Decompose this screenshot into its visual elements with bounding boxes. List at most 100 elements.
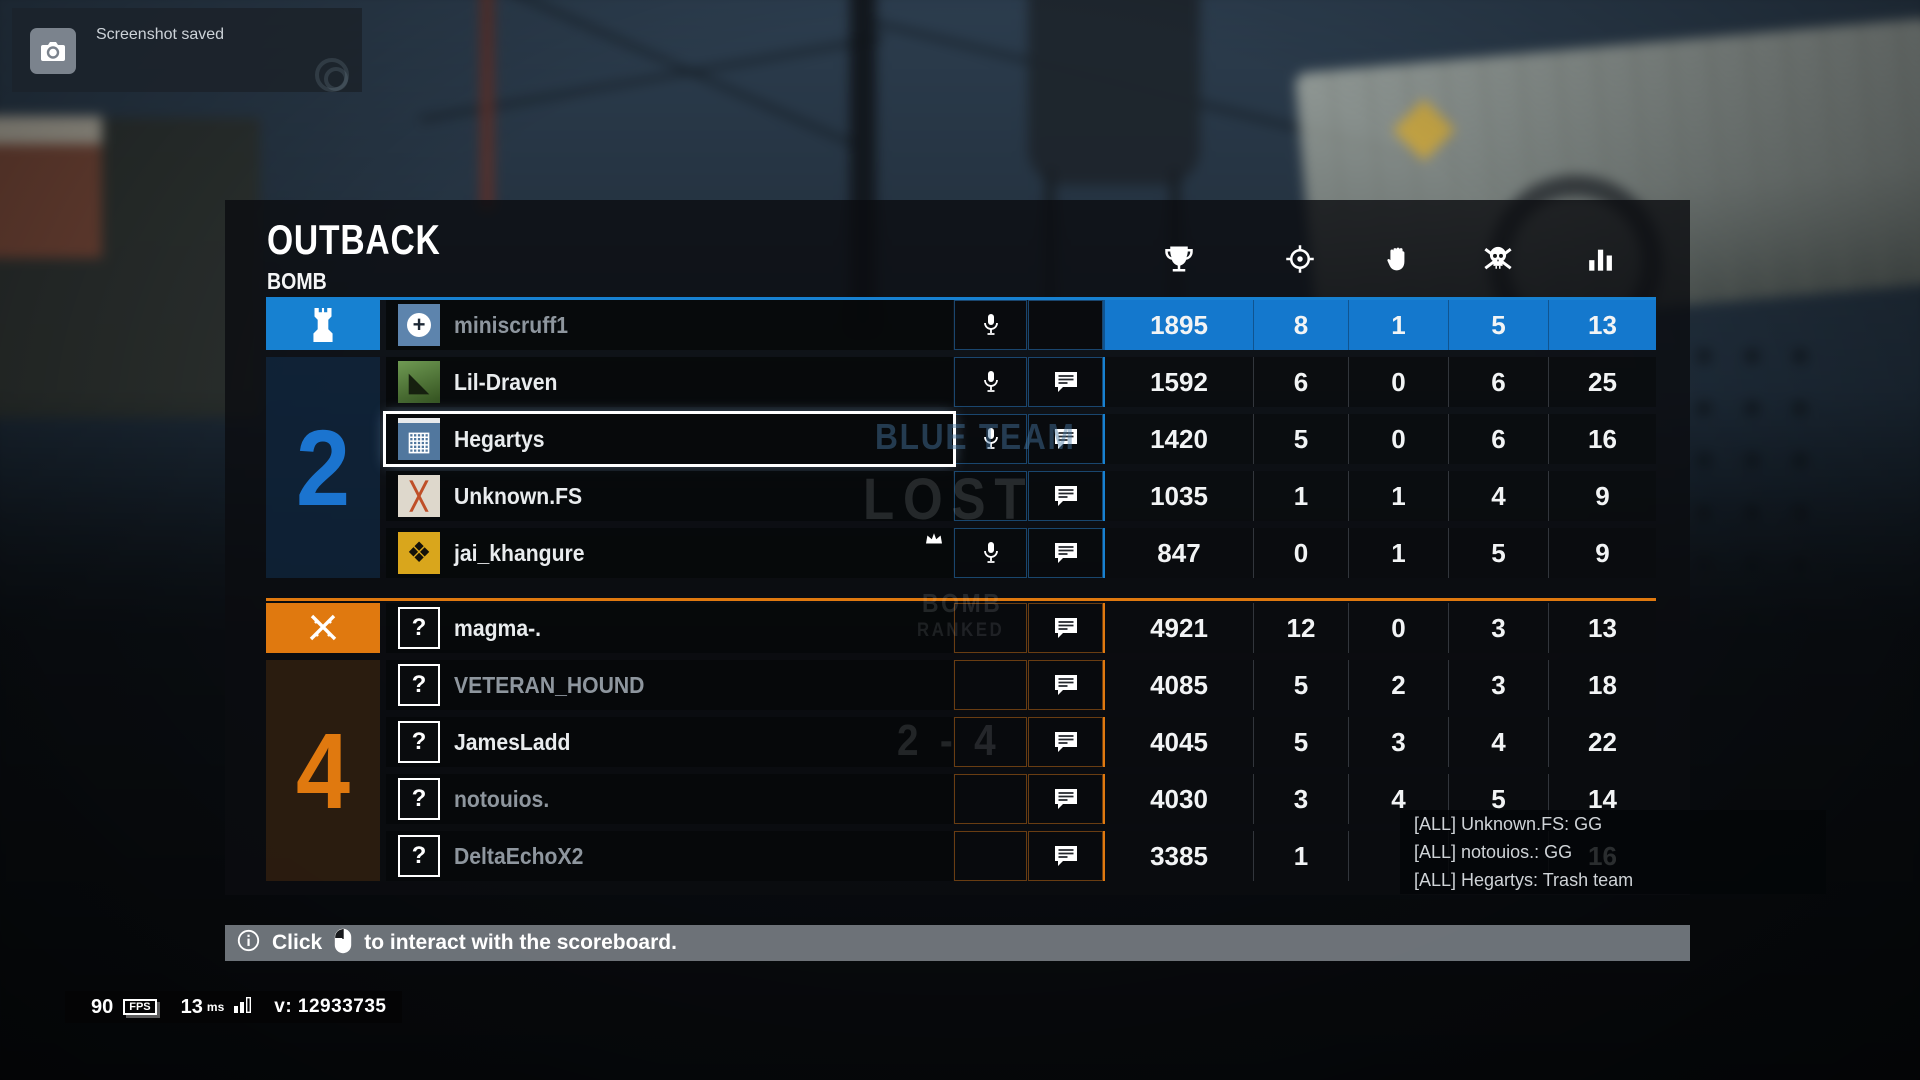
doc-operator-icon bbox=[398, 304, 440, 346]
signal-bars-icon bbox=[1585, 242, 1619, 276]
player-row[interactable]: magma-. 4921 12 0 3 13 bbox=[386, 603, 1656, 653]
defenders-rounds-won: 2 bbox=[295, 406, 351, 528]
kills-value: 0 bbox=[1253, 528, 1348, 578]
assists-value: 3 bbox=[1348, 717, 1448, 767]
latency-bars-icon bbox=[234, 996, 252, 1018]
player-name-cell: JamesLadd bbox=[386, 717, 953, 767]
attackers-rows: magma-. 4921 12 0 3 13 VETERAN_HOUND 408… bbox=[386, 603, 1656, 881]
moth-operator-icon bbox=[398, 532, 440, 574]
score-value: 4045 bbox=[1103, 717, 1253, 767]
attackers-team-column: 4 bbox=[266, 603, 380, 881]
kills-value: 8 bbox=[1253, 300, 1348, 350]
defender-rook-badge-icon bbox=[266, 300, 380, 350]
chat-message: [ALL] notouios.: GG bbox=[1414, 842, 1573, 862]
voice-chat-cell bbox=[954, 603, 1027, 653]
assists-value: 2 bbox=[1348, 660, 1448, 710]
ping-value: 22 bbox=[1548, 717, 1656, 767]
unknown-operator-icon bbox=[398, 664, 440, 706]
text-chat-cell bbox=[1028, 717, 1103, 767]
player-row[interactable]: Hegartys 1420 5 0 6 16 bbox=[383, 411, 1656, 467]
attacker-swords-badge-icon bbox=[266, 603, 380, 653]
deaths-value: 3 bbox=[1448, 660, 1548, 710]
player-name-cell: VETERAN_HOUND bbox=[386, 660, 953, 710]
text-chat-cell bbox=[1028, 528, 1103, 578]
assists-value: 1 bbox=[1348, 471, 1448, 521]
assists-value: 0 bbox=[1348, 603, 1448, 653]
player-name: magma-. bbox=[454, 614, 542, 641]
attackers-rounds-won: 4 bbox=[295, 709, 351, 831]
player-row[interactable]: JamesLadd 4045 5 3 4 22 bbox=[386, 717, 1656, 767]
player-row[interactable]: VETERAN_HOUND 4085 5 2 3 18 bbox=[386, 660, 1656, 710]
kills-value: 5 bbox=[1253, 717, 1348, 767]
player-row[interactable]: Unknown.FS 1035 1 1 4 9 bbox=[386, 471, 1656, 521]
player-name: Unknown.FS bbox=[454, 482, 583, 509]
skull-icon bbox=[1481, 242, 1515, 276]
chat-bubble-icon bbox=[1054, 789, 1077, 809]
match-chat-overlay: [ALL] Unknown.FS: GG [ALL] notouios.: GG [… bbox=[1400, 810, 1826, 894]
kills-value: 5 bbox=[1253, 414, 1348, 464]
voice-chat-cell bbox=[954, 471, 1027, 521]
crosshair-icon bbox=[1283, 242, 1317, 276]
deaths-value: 5 bbox=[1448, 300, 1548, 350]
score-value: 1420 bbox=[1103, 414, 1253, 464]
kills-value: 6 bbox=[1253, 357, 1348, 407]
voice-chat-cell bbox=[954, 414, 1027, 464]
player-row[interactable]: Lil-Draven 1592 6 0 6 25 bbox=[386, 357, 1656, 407]
player-name: jai_khangure bbox=[454, 539, 585, 566]
score-value: 847 bbox=[1103, 528, 1253, 578]
unknown-operator-icon bbox=[398, 835, 440, 877]
chat-bubble-icon bbox=[1054, 732, 1077, 752]
kills-value: 12 bbox=[1253, 603, 1348, 653]
microphone-icon bbox=[983, 371, 998, 392]
ping-value: 13 bbox=[1548, 603, 1656, 653]
kills-value: 1 bbox=[1253, 831, 1348, 881]
deaths-value: 4 bbox=[1448, 471, 1548, 521]
defenders-rows: miniscruff1 1895 8 1 5 13 Lil-Draven 159… bbox=[383, 300, 1656, 578]
voice-chat-cell bbox=[954, 357, 1027, 407]
score-value: 1895 bbox=[1103, 300, 1253, 350]
squad-leader-crown-icon bbox=[925, 532, 943, 550]
hint-suffix: to interact with the scoreboard. bbox=[364, 931, 677, 954]
chat-bubble-icon bbox=[1054, 675, 1077, 695]
assists-value: 0 bbox=[1348, 357, 1448, 407]
score-value: 1592 bbox=[1103, 357, 1253, 407]
caveira-operator-icon bbox=[398, 361, 440, 403]
player-name: miniscruff1 bbox=[454, 311, 569, 338]
text-chat-cell bbox=[1028, 774, 1103, 824]
chat-message: [ALL] Hegartys: Trash team bbox=[1414, 870, 1634, 890]
player-row[interactable]: jai_khangure 847 0 1 5 9 bbox=[386, 528, 1656, 578]
attackers-accent-line bbox=[266, 598, 1656, 601]
ping-value: 25 bbox=[1548, 357, 1656, 407]
kills-value: 5 bbox=[1253, 660, 1348, 710]
fps-value: 90 bbox=[91, 995, 114, 1018]
player-name: Hegartys bbox=[454, 425, 545, 452]
scoreboard-panel: OUTBACK BOMB 2 bbox=[225, 200, 1690, 895]
latency-unit: ms bbox=[206, 1000, 225, 1014]
hint-prefix: Click bbox=[272, 931, 323, 954]
ping-value: 13 bbox=[1548, 300, 1656, 350]
player-name-cell: Unknown.FS bbox=[386, 471, 953, 521]
ping-value: 16 bbox=[1548, 414, 1656, 464]
score-value: 4030 bbox=[1103, 774, 1253, 824]
voice-chat-cell bbox=[954, 528, 1027, 578]
chat-bubble-icon bbox=[1054, 543, 1077, 563]
text-chat-cell bbox=[1028, 603, 1103, 653]
assists-value: 0 bbox=[1348, 414, 1448, 464]
fs-operator-icon bbox=[398, 475, 440, 517]
defenders-accent-line bbox=[266, 297, 1656, 300]
text-chat-cell bbox=[1028, 660, 1103, 710]
ping-value: 18 bbox=[1548, 660, 1656, 710]
player-name: Lil-Draven bbox=[454, 368, 558, 395]
text-chat-cell bbox=[1028, 300, 1103, 350]
text-chat-cell bbox=[1028, 414, 1103, 464]
player-row[interactable]: miniscruff1 1895 8 1 5 13 bbox=[386, 300, 1656, 350]
chat-bubble-icon bbox=[1054, 618, 1077, 638]
microphone-icon bbox=[983, 542, 998, 563]
voice-chat-cell bbox=[954, 717, 1027, 767]
unknown-operator-icon bbox=[398, 721, 440, 763]
player-name-cell: miniscruff1 bbox=[386, 300, 953, 350]
score-value: 3385 bbox=[1103, 831, 1253, 881]
player-name: notouios. bbox=[454, 785, 550, 812]
kills-value: 1 bbox=[1253, 471, 1348, 521]
